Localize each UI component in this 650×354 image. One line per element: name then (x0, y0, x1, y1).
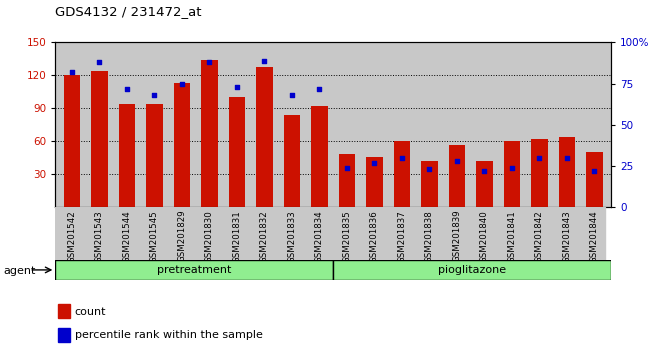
Text: GSM201544: GSM201544 (122, 210, 131, 263)
Text: percentile rank within the sample: percentile rank within the sample (75, 330, 263, 340)
Text: pioglitazone: pioglitazone (438, 265, 506, 275)
Bar (283, 115, 300, 207)
Point (562, 155, 572, 161)
Bar (504, 141, 520, 207)
Bar (394, 141, 410, 207)
Point (231, 84, 242, 90)
Point (396, 155, 407, 161)
Text: GSM201835: GSM201835 (343, 210, 352, 263)
Point (66, 69, 77, 75)
Bar (559, 137, 575, 207)
Text: GSM201840: GSM201840 (480, 210, 489, 263)
Point (534, 155, 545, 161)
Text: GSM201844: GSM201844 (590, 210, 599, 263)
Bar (333, 260, 611, 280)
Text: GSM201545: GSM201545 (150, 210, 159, 263)
Text: GSM201542: GSM201542 (67, 210, 76, 263)
Point (424, 166, 435, 172)
Bar (256, 67, 272, 207)
Text: GSM201833: GSM201833 (287, 210, 296, 263)
Point (479, 168, 489, 174)
Point (94, 59, 105, 65)
Text: GSM201842: GSM201842 (535, 210, 544, 263)
Text: GSM201543: GSM201543 (95, 210, 104, 263)
Point (177, 81, 187, 86)
Bar (586, 152, 603, 207)
Bar (339, 154, 355, 207)
Bar (201, 60, 218, 207)
Point (287, 92, 297, 98)
Bar (146, 104, 162, 207)
Text: GSM201834: GSM201834 (315, 210, 324, 263)
Text: GSM201841: GSM201841 (508, 210, 517, 263)
Text: agent: agent (3, 266, 36, 276)
Text: GSM201839: GSM201839 (452, 210, 462, 262)
Text: GSM201837: GSM201837 (397, 210, 406, 263)
Bar (55, 260, 333, 280)
Point (204, 59, 214, 65)
Point (314, 86, 324, 91)
Text: GSM201838: GSM201838 (425, 210, 434, 263)
Text: GSM201832: GSM201832 (260, 210, 269, 263)
Bar (448, 144, 465, 207)
Text: GSM201829: GSM201829 (177, 210, 187, 262)
Text: GDS4132 / 231472_at: GDS4132 / 231472_at (55, 5, 201, 18)
Bar (229, 97, 245, 207)
Bar (311, 106, 328, 207)
Point (342, 165, 352, 170)
Bar (421, 161, 437, 207)
Point (122, 86, 132, 91)
Point (259, 58, 270, 63)
Point (507, 165, 517, 170)
Point (369, 160, 380, 165)
Text: count: count (75, 307, 106, 316)
Bar (366, 156, 383, 207)
Bar (58, 328, 70, 342)
Point (452, 158, 462, 164)
Bar (174, 83, 190, 207)
Bar (531, 139, 548, 207)
Text: GSM201831: GSM201831 (232, 210, 241, 263)
Bar (64, 75, 80, 207)
Bar (58, 304, 70, 318)
Bar (476, 161, 493, 207)
Text: GSM201830: GSM201830 (205, 210, 214, 263)
Bar (118, 104, 135, 207)
Bar (91, 71, 107, 207)
Text: GSM201843: GSM201843 (562, 210, 571, 263)
Text: GSM201836: GSM201836 (370, 210, 379, 263)
Point (149, 92, 159, 98)
Point (590, 168, 600, 174)
Text: pretreatment: pretreatment (157, 265, 231, 275)
